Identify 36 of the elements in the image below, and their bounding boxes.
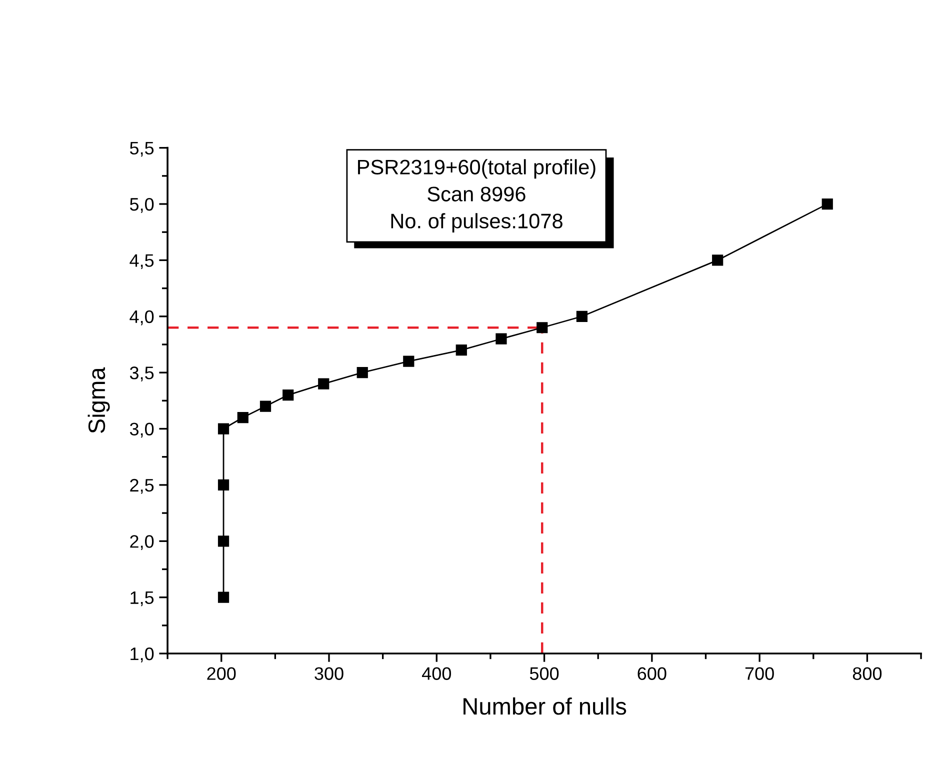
point [218,423,230,434]
point [237,412,248,424]
point [536,322,548,334]
x-axis-title: Number of nulls [464,697,626,715]
y-tick-label: 5,0 [130,198,154,213]
point [576,310,588,322]
x-tick-label: 300 [314,667,344,680]
point [218,536,230,547]
y-tick-label: 3,5 [130,366,154,382]
x-tick-label: 600 [638,667,666,680]
point [403,356,414,367]
y-tick-label: 1,5 [130,591,154,606]
point [356,367,368,378]
y-tick-label: 2,0 [130,535,154,550]
y-axis-title: Sigma [88,367,110,434]
y-tick-label: 4,5 [130,254,154,270]
point [218,592,230,603]
y-tick-label: 3,0 [130,422,154,438]
point [282,389,294,401]
point [456,344,467,356]
point [496,333,507,344]
point [218,479,230,491]
x-tick-label: 200 [207,667,236,680]
point [712,254,724,266]
point [822,198,833,210]
point [260,400,272,412]
y-tick-label: 2,5 [130,478,154,494]
x-tick-label: 400 [422,667,451,680]
y-tick-label: 4,0 [130,310,154,326]
annotation: PSR2319+60(total profile) Scan 8996 No. of pulses:1078 [358,159,596,233]
point [318,378,330,390]
y-tick-label: 1,0 [130,647,154,662]
y-tick-label: 5,5 [130,142,154,157]
x-tick-label: 500 [530,667,559,680]
x-tick-label: 800 [852,667,882,680]
x-tick-label: 700 [745,667,774,680]
